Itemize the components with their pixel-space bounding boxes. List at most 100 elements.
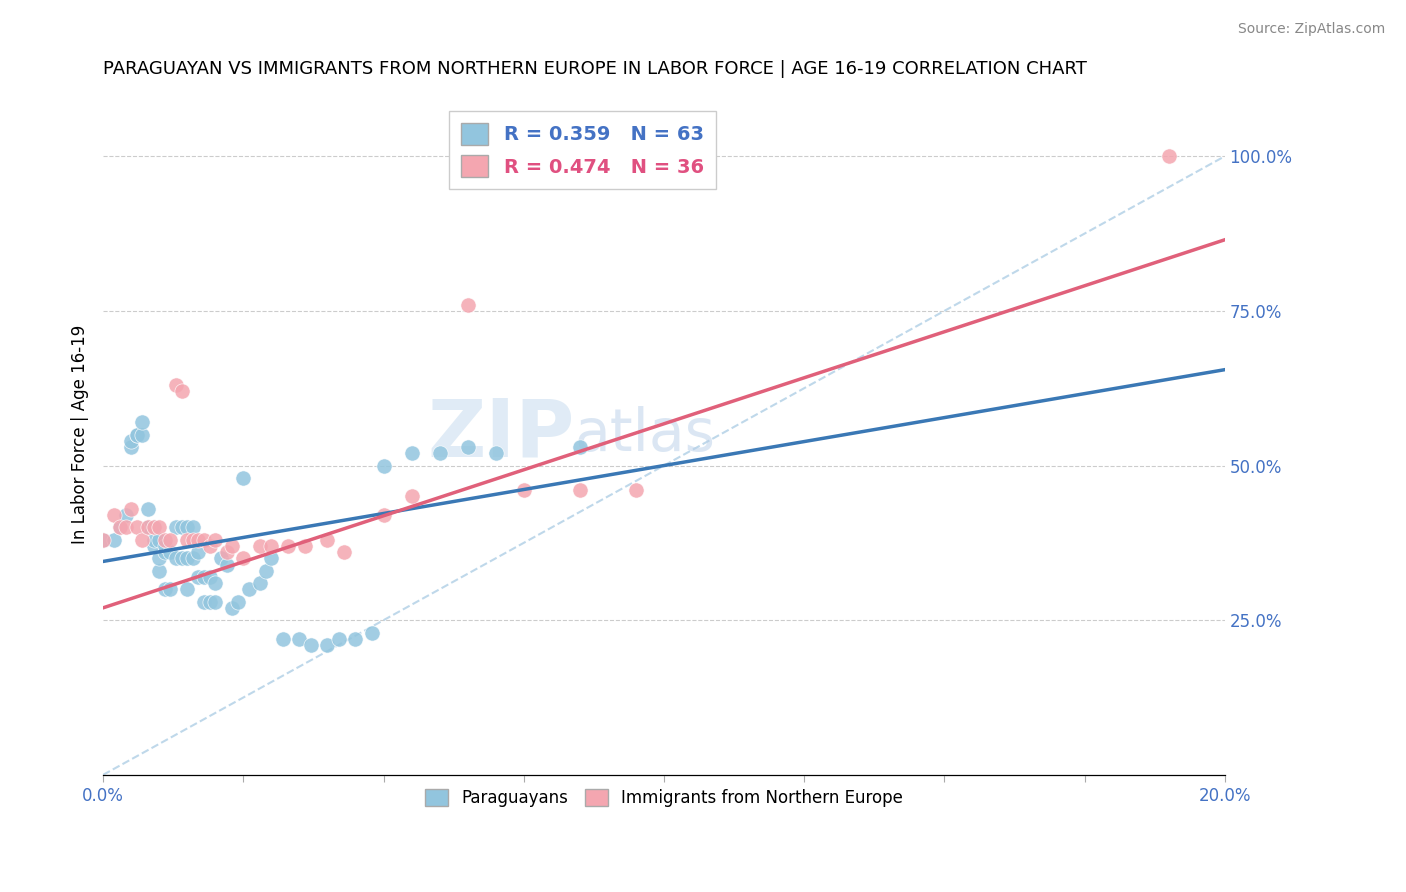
- Point: [193, 533, 215, 547]
- Point: [373, 458, 395, 473]
- Point: [125, 520, 148, 534]
- Point: [249, 576, 271, 591]
- Point: [238, 582, 260, 597]
- Point: [142, 533, 165, 547]
- Point: [108, 520, 131, 534]
- Point: [373, 508, 395, 522]
- Point: [114, 508, 136, 522]
- Point: [108, 520, 131, 534]
- Point: [114, 520, 136, 534]
- Point: [148, 520, 170, 534]
- Point: [1157, 149, 1180, 163]
- Point: [170, 384, 193, 399]
- Point: [209, 551, 232, 566]
- Point: [153, 545, 176, 559]
- Point: [125, 427, 148, 442]
- Point: [176, 533, 198, 547]
- Point: [232, 551, 254, 566]
- Point: [260, 551, 283, 566]
- Point: [136, 520, 159, 534]
- Point: [204, 594, 226, 608]
- Point: [170, 551, 193, 566]
- Point: [181, 520, 204, 534]
- Point: [249, 539, 271, 553]
- Point: [153, 539, 176, 553]
- Point: [271, 632, 294, 646]
- Point: [299, 638, 322, 652]
- Point: [215, 558, 238, 572]
- Point: [333, 545, 356, 559]
- Point: [120, 434, 142, 448]
- Point: [198, 594, 221, 608]
- Point: [148, 564, 170, 578]
- Point: [512, 483, 534, 498]
- Point: [568, 440, 591, 454]
- Point: [170, 520, 193, 534]
- Text: ZIP: ZIP: [427, 396, 574, 474]
- Point: [131, 533, 153, 547]
- Point: [136, 520, 159, 534]
- Point: [159, 533, 181, 547]
- Legend: Paraguayans, Immigrants from Northern Europe: Paraguayans, Immigrants from Northern Eu…: [418, 782, 910, 814]
- Point: [103, 533, 125, 547]
- Point: [221, 539, 243, 553]
- Point: [226, 594, 249, 608]
- Point: [198, 539, 221, 553]
- Point: [142, 539, 165, 553]
- Point: [568, 483, 591, 498]
- Point: [153, 582, 176, 597]
- Point: [148, 533, 170, 547]
- Point: [624, 483, 647, 498]
- Text: Source: ZipAtlas.com: Source: ZipAtlas.com: [1237, 22, 1385, 37]
- Point: [401, 446, 423, 460]
- Point: [277, 539, 299, 553]
- Point: [181, 551, 204, 566]
- Point: [142, 520, 165, 534]
- Point: [288, 632, 311, 646]
- Point: [328, 632, 350, 646]
- Point: [159, 545, 181, 559]
- Y-axis label: In Labor Force | Age 16-19: In Labor Force | Age 16-19: [72, 325, 89, 544]
- Point: [316, 533, 339, 547]
- Point: [120, 440, 142, 454]
- Point: [193, 570, 215, 584]
- Point: [198, 570, 221, 584]
- Point: [232, 471, 254, 485]
- Point: [187, 545, 209, 559]
- Point: [91, 533, 114, 547]
- Point: [91, 533, 114, 547]
- Point: [429, 446, 451, 460]
- Point: [260, 539, 283, 553]
- Point: [457, 298, 479, 312]
- Point: [193, 594, 215, 608]
- Point: [294, 539, 316, 553]
- Point: [187, 533, 209, 547]
- Point: [120, 501, 142, 516]
- Point: [148, 551, 170, 566]
- Point: [165, 551, 187, 566]
- Point: [165, 378, 187, 392]
- Point: [131, 415, 153, 429]
- Text: atlas: atlas: [574, 406, 716, 463]
- Point: [153, 533, 176, 547]
- Point: [159, 582, 181, 597]
- Point: [103, 508, 125, 522]
- Point: [165, 520, 187, 534]
- Point: [125, 427, 148, 442]
- Point: [204, 533, 226, 547]
- Point: [485, 446, 508, 460]
- Point: [187, 570, 209, 584]
- Point: [181, 533, 204, 547]
- Point: [176, 520, 198, 534]
- Point: [176, 551, 198, 566]
- Point: [131, 427, 153, 442]
- Point: [142, 520, 165, 534]
- Point: [254, 564, 277, 578]
- Text: PARAGUAYAN VS IMMIGRANTS FROM NORTHERN EUROPE IN LABOR FORCE | AGE 16-19 CORRELA: PARAGUAYAN VS IMMIGRANTS FROM NORTHERN E…: [103, 60, 1087, 78]
- Point: [204, 576, 226, 591]
- Point: [344, 632, 367, 646]
- Point: [316, 638, 339, 652]
- Point: [176, 582, 198, 597]
- Point: [457, 440, 479, 454]
- Point: [401, 490, 423, 504]
